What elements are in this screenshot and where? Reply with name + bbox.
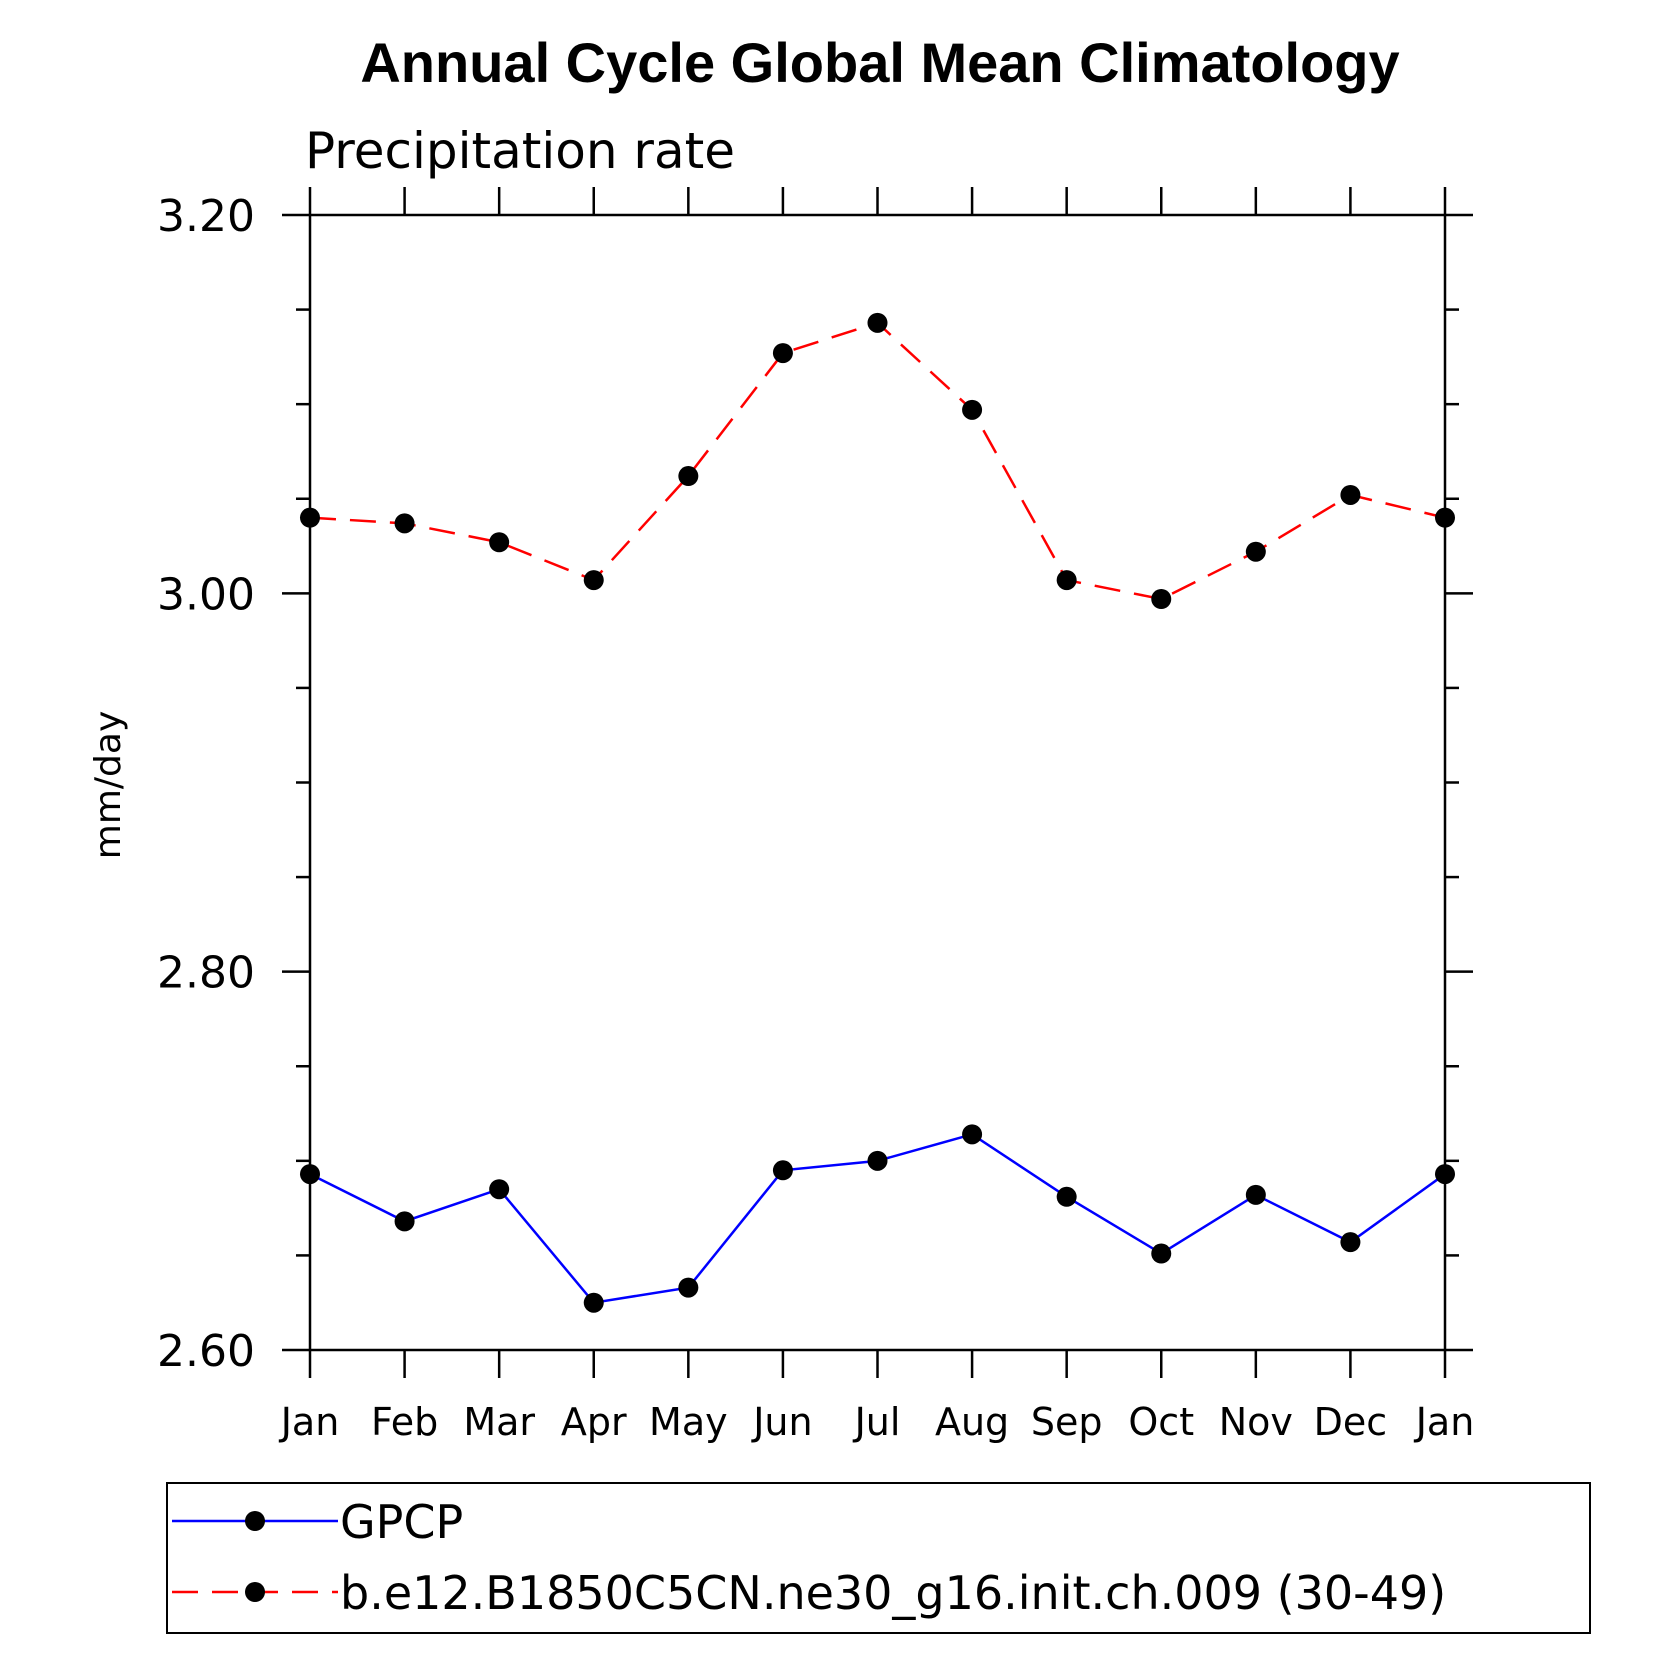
x-tick-label: Nov (1219, 1400, 1293, 1444)
x-tick-label: Feb (371, 1400, 438, 1444)
plot-series (300, 312, 1455, 1313)
series-1-point (1340, 484, 1361, 505)
series-0-point (300, 1164, 320, 1185)
series-0-point (583, 1292, 604, 1313)
series-1-point (1245, 541, 1266, 562)
x-tick-label: Oct (1128, 1400, 1194, 1444)
series-0-point (772, 1160, 793, 1181)
y-tick-label: 3.20 (157, 191, 255, 242)
series-1-point (772, 343, 793, 364)
series-1-point (583, 570, 604, 591)
x-tick-label: May (649, 1400, 728, 1444)
series-1-point (1056, 570, 1077, 591)
series-0-point (489, 1179, 510, 1200)
series-1-point (489, 532, 510, 553)
series-0-point (394, 1211, 415, 1232)
x-tick-label: Jan (1414, 1400, 1475, 1444)
legend-label-0: GPCP (340, 1495, 463, 1549)
plot-frame (308, 213, 1447, 1352)
x-tick-label: Apr (561, 1400, 627, 1444)
x-tick-label: Jun (751, 1400, 812, 1444)
legend-marker-1 (245, 1582, 265, 1602)
legend: GPCP b.e12.B1850C5CN.ne30_g16.init.ch.009… (166, 1482, 1591, 1634)
series-1-point (962, 399, 983, 420)
series-0-point (1435, 1164, 1455, 1185)
series-0-point (1245, 1184, 1266, 1205)
y-axis-label: mm/day (88, 711, 129, 859)
y-tick-label: 2.60 (157, 1326, 255, 1377)
series-0-point (1056, 1186, 1077, 1207)
series-0-point (867, 1150, 888, 1171)
series-1-point (394, 513, 415, 534)
y-tick-label: 3.00 (157, 569, 255, 620)
series-0-point (678, 1277, 699, 1298)
x-tick-label: Mar (463, 1400, 535, 1444)
plot-axes: Jan Feb Mar Apr May Jun Jul Aug Sep Oct Nov Dec Jan 2… (157, 187, 1474, 1444)
series-1-point (300, 507, 320, 528)
series-1-point (1151, 589, 1172, 610)
series-0-point (1151, 1243, 1172, 1264)
series-line-1 (309, 321, 1446, 601)
y-tick-label: 2.80 (157, 948, 255, 999)
x-tick-label: Jan (279, 1400, 340, 1444)
series-1-point (1435, 507, 1455, 528)
series-0-point (1340, 1232, 1361, 1253)
chart-subtitle: Precipitation rate (305, 122, 735, 180)
series-0-point (962, 1124, 983, 1145)
chart-title: Annual Cycle Global Mean Climatology (360, 31, 1399, 94)
series-1-point (867, 312, 888, 333)
series-1-point (678, 466, 699, 487)
legend-label-1: b.e12.B1850C5CN.ne30_g16.init.ch.009 (30… (340, 1566, 1446, 1620)
x-tick-label: Jul (853, 1400, 901, 1444)
legend-box (166, 1482, 1591, 1634)
legend-marker-0 (245, 1511, 265, 1531)
x-tick-label: Aug (935, 1400, 1009, 1444)
x-tick-label: Dec (1314, 1400, 1388, 1444)
x-tick-label: Sep (1031, 1400, 1103, 1444)
